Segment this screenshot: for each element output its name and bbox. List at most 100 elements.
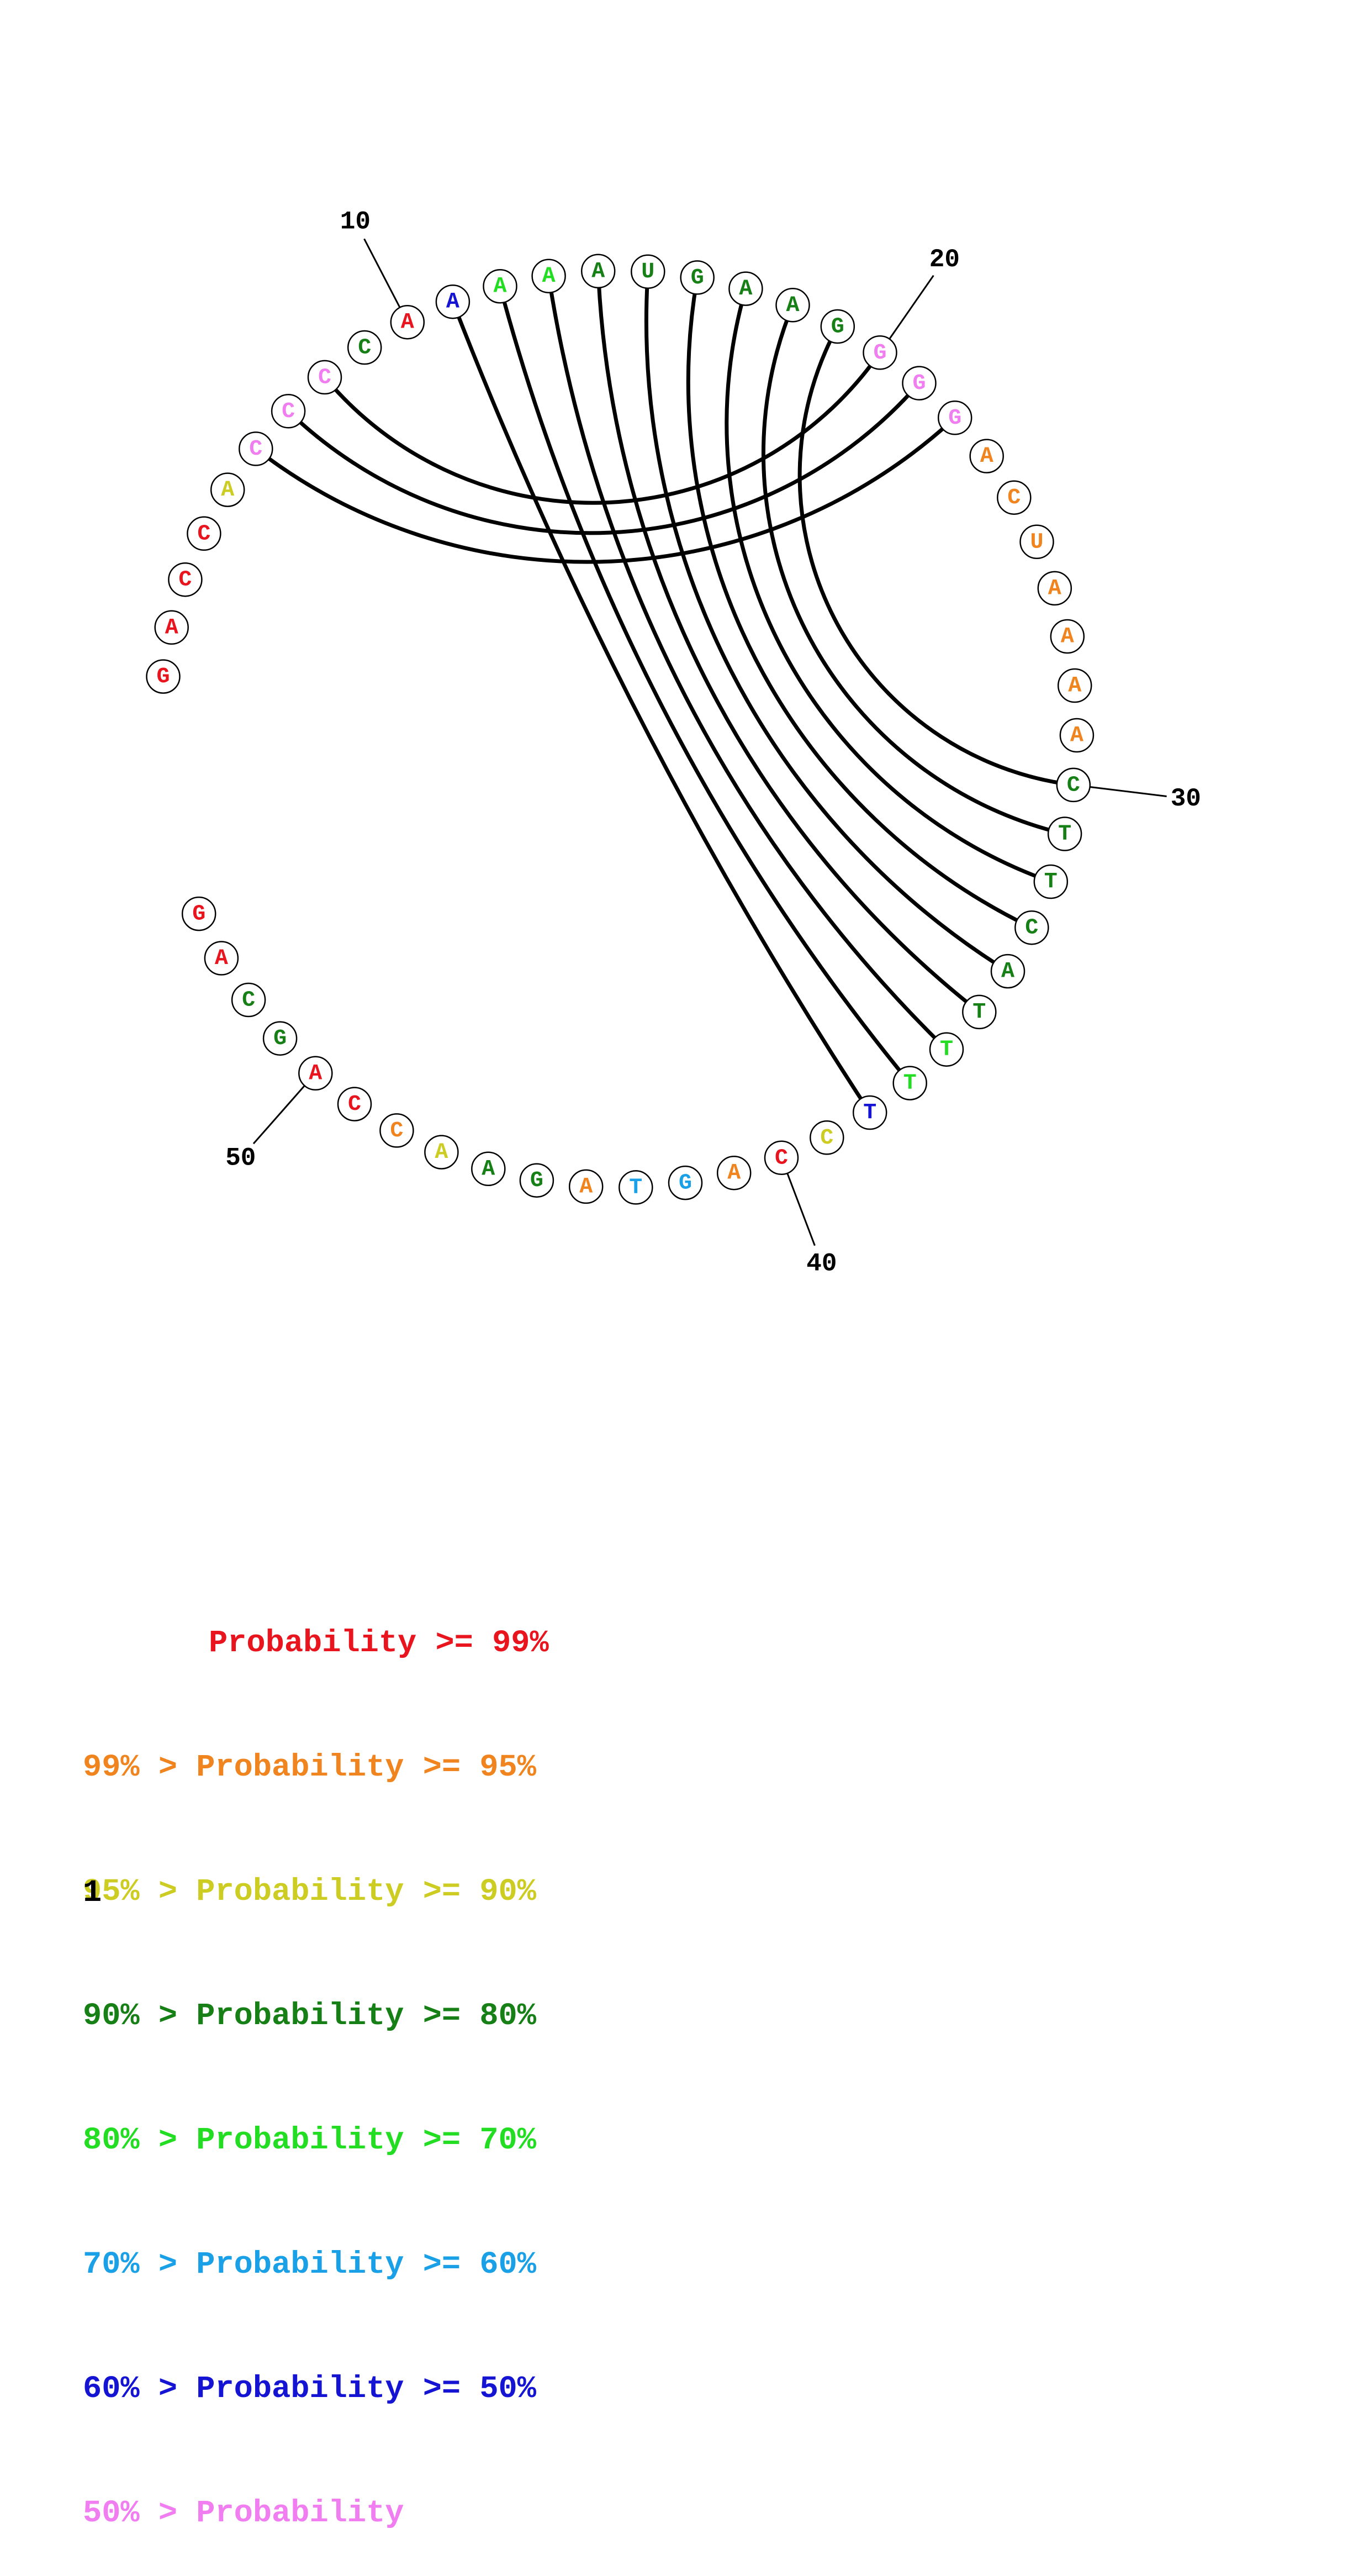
nucleotide-52: C	[231, 982, 266, 1018]
nucleotide-9: C	[347, 330, 382, 365]
nucleotide-20: G	[863, 335, 897, 370]
nucleotide-circle	[390, 304, 425, 340]
nucleotide-circle	[181, 896, 216, 931]
legend-text: Probability >= 70%	[196, 2123, 536, 2158]
nucleotide-18: A	[775, 288, 810, 323]
nucleotide-letter: C	[348, 1092, 361, 1117]
nucleotide-24: C	[997, 480, 1032, 515]
nucleotide-circle	[1050, 619, 1085, 654]
nucleotide-circle	[187, 516, 221, 551]
legend-text: Probability >= 90%	[196, 1874, 536, 1910]
legend-prefix: 90% >	[83, 1999, 197, 2034]
nucleotide-letter: G	[192, 902, 205, 927]
tick-line-10	[363, 238, 401, 308]
nucleotide-circle	[716, 1155, 752, 1190]
nucleotide-41: A	[716, 1155, 752, 1190]
nucleotide-letter: A	[739, 277, 752, 302]
legend-row: 80% > Probability >= 70%	[83, 2120, 549, 2162]
nucleotide-circle	[1037, 571, 1072, 606]
nucleotide-30: C	[1056, 767, 1091, 803]
nucleotide-letter: G	[873, 341, 886, 366]
position-ticks: 10 20 30 40 50	[225, 207, 1201, 1278]
nucleotide-circle	[810, 1120, 844, 1155]
nucleotide-letter: C	[1007, 486, 1021, 510]
pair-arc-15-34	[644, 271, 1009, 973]
nucleotide-13: A	[531, 259, 566, 293]
nucleotide-letter: C	[775, 1146, 788, 1171]
nucleotide-40: C	[764, 1140, 799, 1176]
nucleotide-15: U	[631, 254, 665, 289]
nucleotide-letter: G	[530, 1168, 543, 1193]
legend-text: Probability >= 80%	[196, 1999, 536, 2034]
nucleotide-letter: G	[691, 266, 704, 291]
nucleotide-letter: G	[679, 1171, 692, 1196]
nucleotide-28: A	[1057, 668, 1092, 703]
nucleotide-16: G	[680, 260, 715, 295]
nucleotide-letter: C	[197, 521, 210, 546]
legend-text: Probability >= 95%	[196, 1750, 536, 1785]
nucleotide-6: C	[239, 431, 273, 466]
nucleotide-1: G	[146, 659, 181, 694]
nucleotide-circle	[154, 610, 189, 645]
nucleotide-letter: A	[401, 310, 414, 335]
nucleotide-letter: G	[912, 371, 926, 396]
nucleotide-letter: A	[221, 478, 234, 503]
nucleotide-letter: G	[156, 665, 170, 689]
nucleotide-25: U	[1019, 524, 1054, 560]
nucleotide-letter: A	[579, 1174, 593, 1199]
nucleotide-circle	[580, 254, 616, 289]
nucleotide-circle	[820, 309, 855, 344]
tick-line-50	[252, 1085, 305, 1145]
nucleotide-51: G	[262, 1021, 298, 1056]
nucleotide-letter: T	[903, 1071, 917, 1096]
pair-arc-18-31	[761, 304, 1065, 836]
legend-prefix: 70% >	[83, 2247, 197, 2283]
nucleotide-14: A	[580, 254, 616, 289]
nucleotide-circle	[298, 1056, 333, 1091]
legend-text: Probability >= 50%	[196, 2372, 536, 2407]
nucleotide-letter: C	[242, 988, 255, 1013]
nucleotide-circle	[337, 1087, 372, 1121]
nucleotide-letter: A	[1048, 576, 1061, 601]
nucleotide-letter: A	[542, 264, 556, 289]
pair-arc-19-30	[797, 325, 1074, 787]
nucleotide-circle	[892, 1066, 927, 1100]
nucleotide-letter: C	[390, 1119, 403, 1144]
nucleotide-35: T	[962, 994, 997, 1030]
tick-line-20	[889, 275, 934, 340]
nucleotide-circle	[728, 271, 763, 306]
nucleotide-circle	[262, 1021, 298, 1056]
nucleotide-10: A	[390, 304, 425, 340]
nucleotide-47: A	[424, 1135, 459, 1170]
legend-prefix: 80% >	[83, 2123, 197, 2158]
nucleotide-12: A	[483, 268, 517, 304]
nucleotide-letter: A	[1070, 724, 1083, 749]
legend-text: Probability >= 60%	[196, 2247, 536, 2283]
nucleotide-8: C	[307, 360, 342, 395]
nucleotide-39: C	[810, 1120, 844, 1155]
nucleotide-letter: C	[820, 1126, 833, 1151]
nucleotide-letter: A	[215, 946, 228, 971]
nucleotide-circle	[1019, 524, 1054, 560]
nucleotide-letter: T	[1044, 870, 1058, 895]
nucleotide-circle	[424, 1135, 459, 1170]
nucleotide-54: G	[181, 896, 216, 931]
nucleotide-letter: T	[1058, 822, 1071, 847]
nucleotide-circle	[483, 268, 517, 304]
nucleotide-3: C	[168, 562, 203, 597]
nucleotide-22: G	[937, 401, 972, 435]
legend-prefix: 99% >	[83, 1750, 197, 1785]
nucleotide-34: A	[990, 954, 1026, 989]
nucleotide-43: T	[619, 1170, 653, 1205]
nucleotide-circle	[902, 366, 937, 401]
pair-arc-11-38	[451, 301, 872, 1114]
nucleotide-44: A	[568, 1169, 604, 1204]
nucleotide-circle	[146, 659, 181, 694]
probability-legend: Probability >= 99% 99% > Probability >= …	[83, 1540, 549, 2576]
pair-arc-12-37	[498, 286, 912, 1084]
tick-label-30: 30	[1171, 784, 1201, 813]
nucleotide-circle	[271, 394, 306, 429]
pair-arc-6-22	[255, 416, 956, 564]
legend-row: Probability >= 99%	[83, 1623, 549, 1664]
